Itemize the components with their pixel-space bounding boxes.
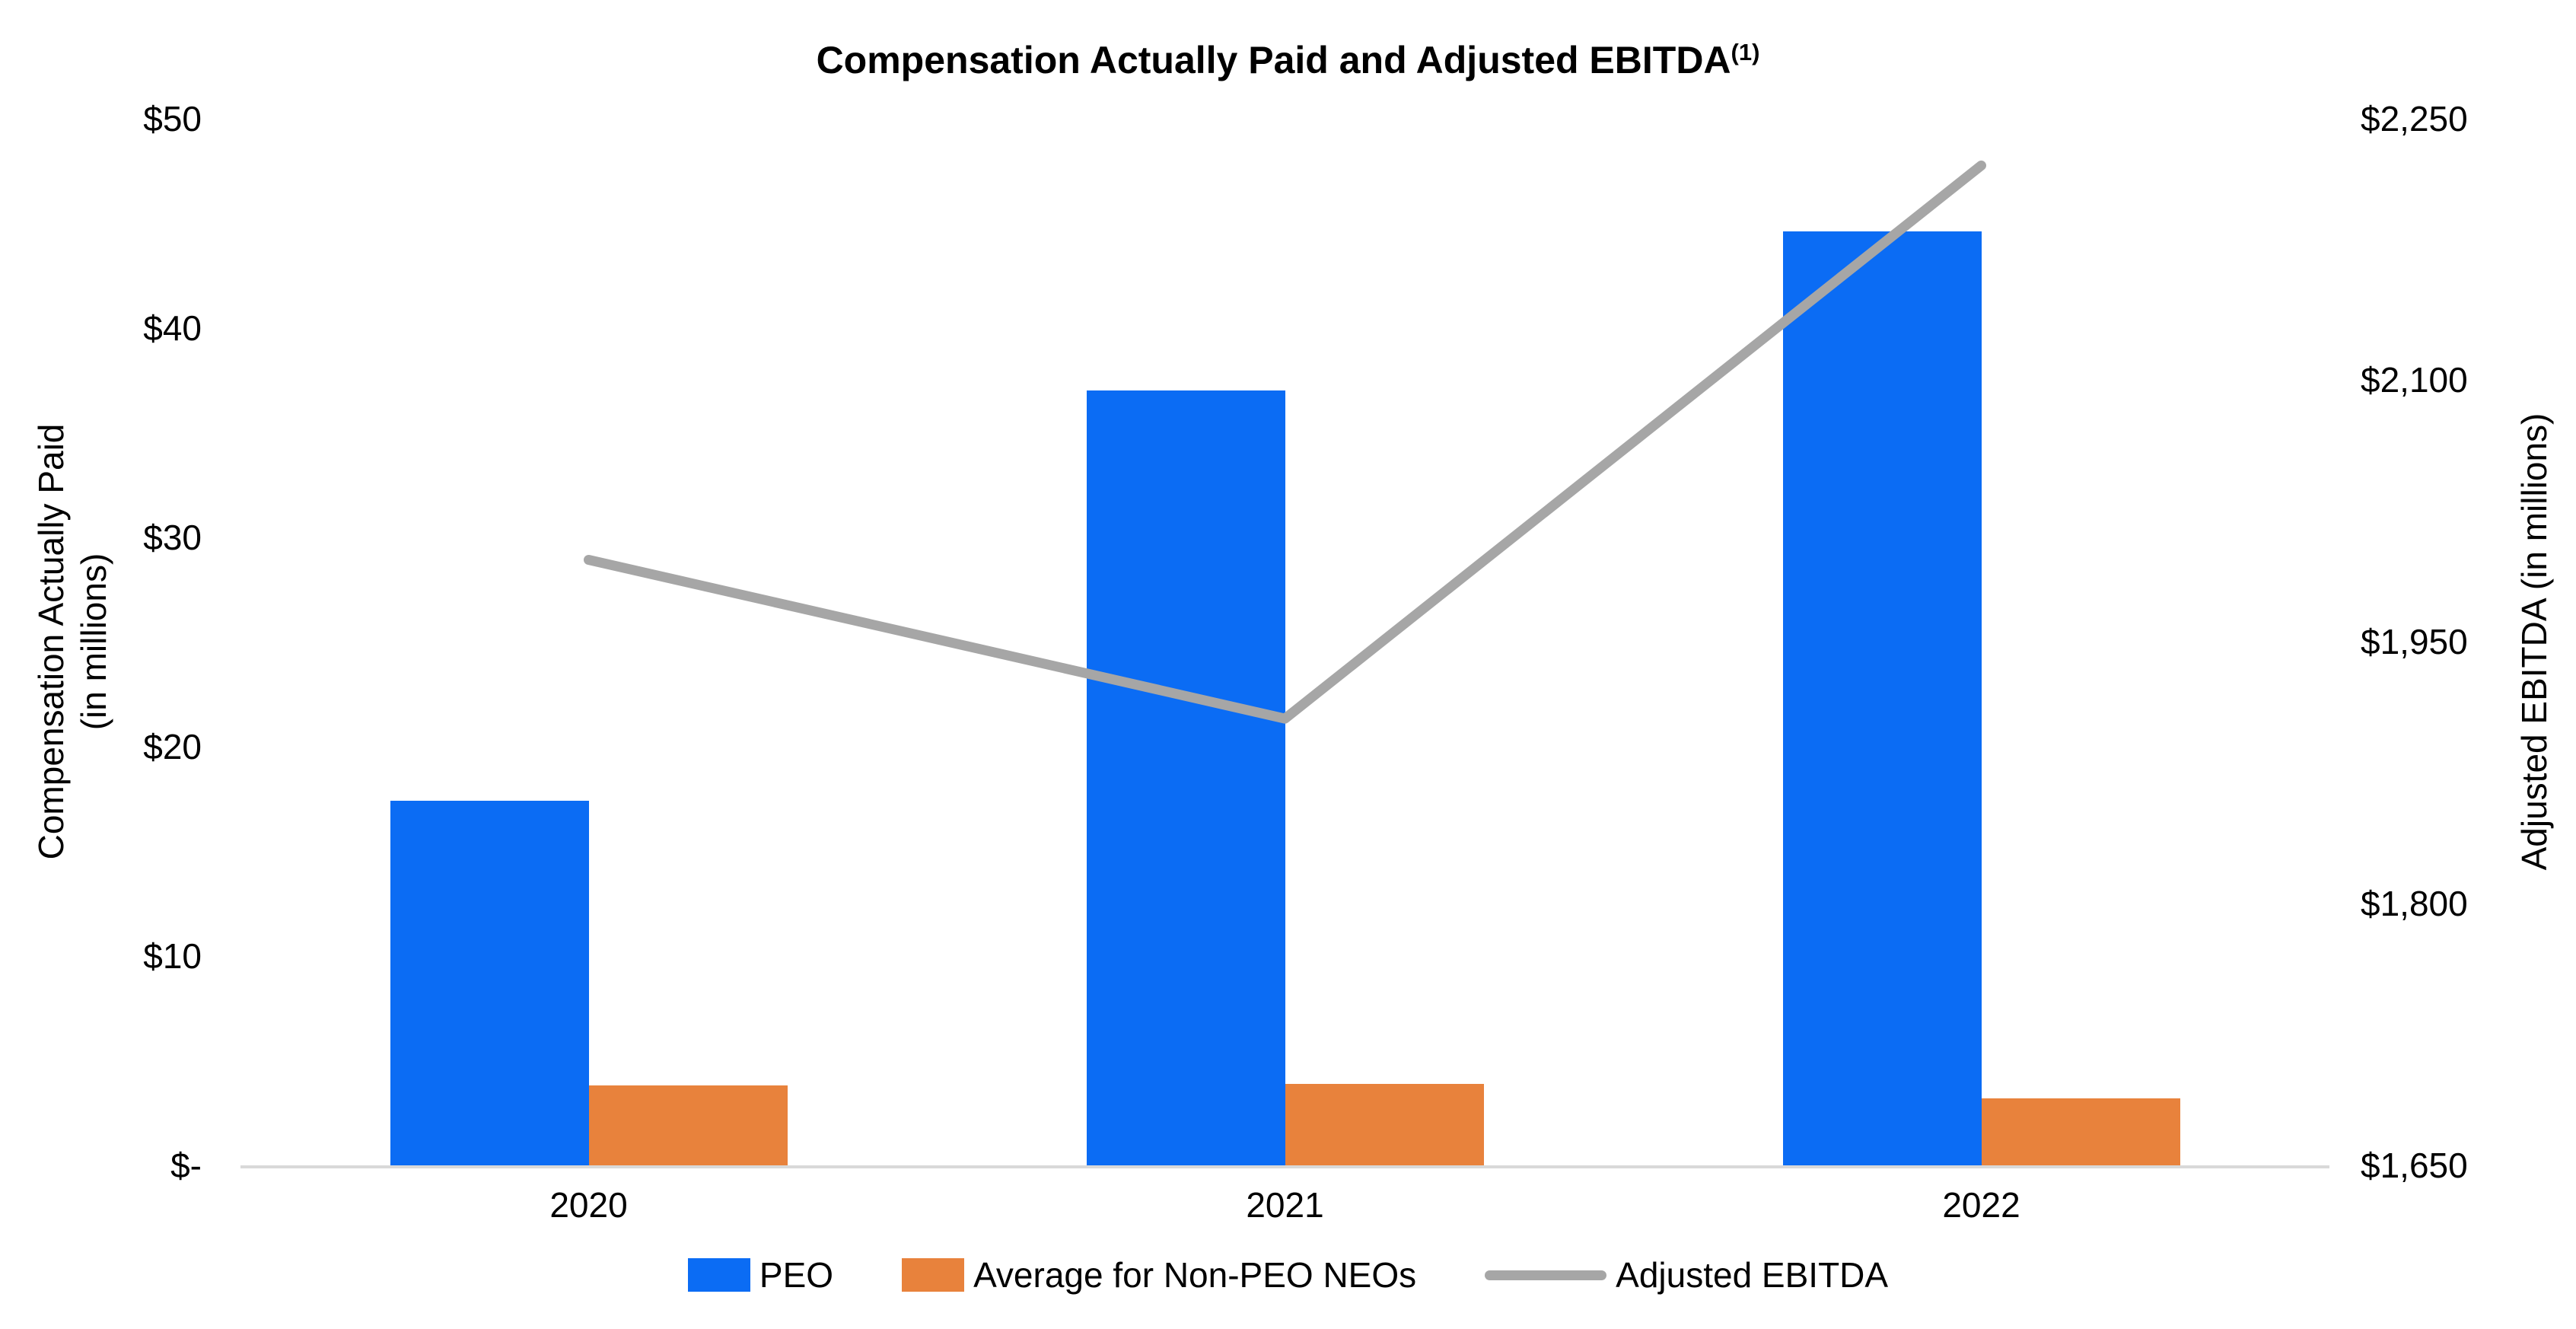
- left-axis-title: Compensation Actually Paid (in millions): [30, 424, 115, 860]
- x-axis-line: [240, 1165, 2329, 1168]
- legend-item-non-peo-neos: Average for Non-PEO NEOs: [902, 1254, 1416, 1296]
- chart-title-superscript: (1): [1731, 39, 1760, 65]
- left-axis-tick-label: $50: [143, 98, 202, 139]
- right-axis-tick-label: $2,100: [2361, 360, 2468, 400]
- legend-swatch-non-peo-neos: [902, 1258, 965, 1292]
- x-axis-label-2021: 2021: [1246, 1185, 1324, 1225]
- left-axis-title-line2: (in millions): [74, 553, 113, 731]
- legend-label-adjusted-ebitda: Adjusted EBITDA: [1616, 1255, 1889, 1295]
- right-axis-tick-label: $1,650: [2361, 1146, 2468, 1185]
- adjusted-ebitda-line: [584, 160, 1986, 724]
- chart-title-text: Compensation Actually Paid and Adjusted …: [816, 39, 1731, 81]
- left-axis-tick-label: $-: [170, 1146, 202, 1185]
- right-axis-tick-label: $1,950: [2361, 622, 2468, 662]
- bar-peo-2020: [390, 801, 589, 1165]
- right-axis-title: Adjusted EBITDA (in millions): [2514, 413, 2554, 871]
- legend-line-swatch: [1485, 1270, 1607, 1280]
- bar-average-for-non-peo-neos-2020: [588, 1085, 788, 1165]
- legend-item-peo: PEO: [687, 1254, 834, 1296]
- right-axis-tick-label: $2,250: [2361, 98, 2468, 139]
- legend-label-non-peo-neos: Average for Non-PEO NEOs: [973, 1255, 1417, 1295]
- x-axis-label-2022: 2022: [1942, 1185, 2020, 1225]
- chart-title: Compensation Actually Paid and Adjusted …: [0, 37, 2576, 89]
- bar-average-for-non-peo-neos-2022: [1981, 1098, 2180, 1165]
- legend-item-adjusted-ebitda: Adjusted EBITDA: [1485, 1254, 1888, 1296]
- left-axis-tick-label: $10: [143, 935, 202, 976]
- left-axis-title-line1: Compensation Actually Paid: [31, 423, 71, 860]
- left-axis-tick-label: $20: [143, 726, 202, 766]
- left-axis-tick-label: $30: [143, 517, 202, 557]
- x-axis-label-2020: 2020: [549, 1185, 628, 1225]
- right-axis-tick-label: $1,800: [2361, 884, 2468, 924]
- bar-peo-2021: [1086, 390, 1285, 1165]
- legend: PEO Average for Non-PEO NEOs Adjusted EB…: [0, 1254, 2576, 1296]
- legend-label-peo: PEO: [759, 1255, 834, 1295]
- legend-swatch-peo: [687, 1258, 750, 1292]
- left-axis-tick-label: $40: [143, 308, 202, 348]
- bar-average-for-non-peo-neos-2021: [1285, 1083, 1484, 1165]
- bar-peo-2022: [1782, 231, 1982, 1165]
